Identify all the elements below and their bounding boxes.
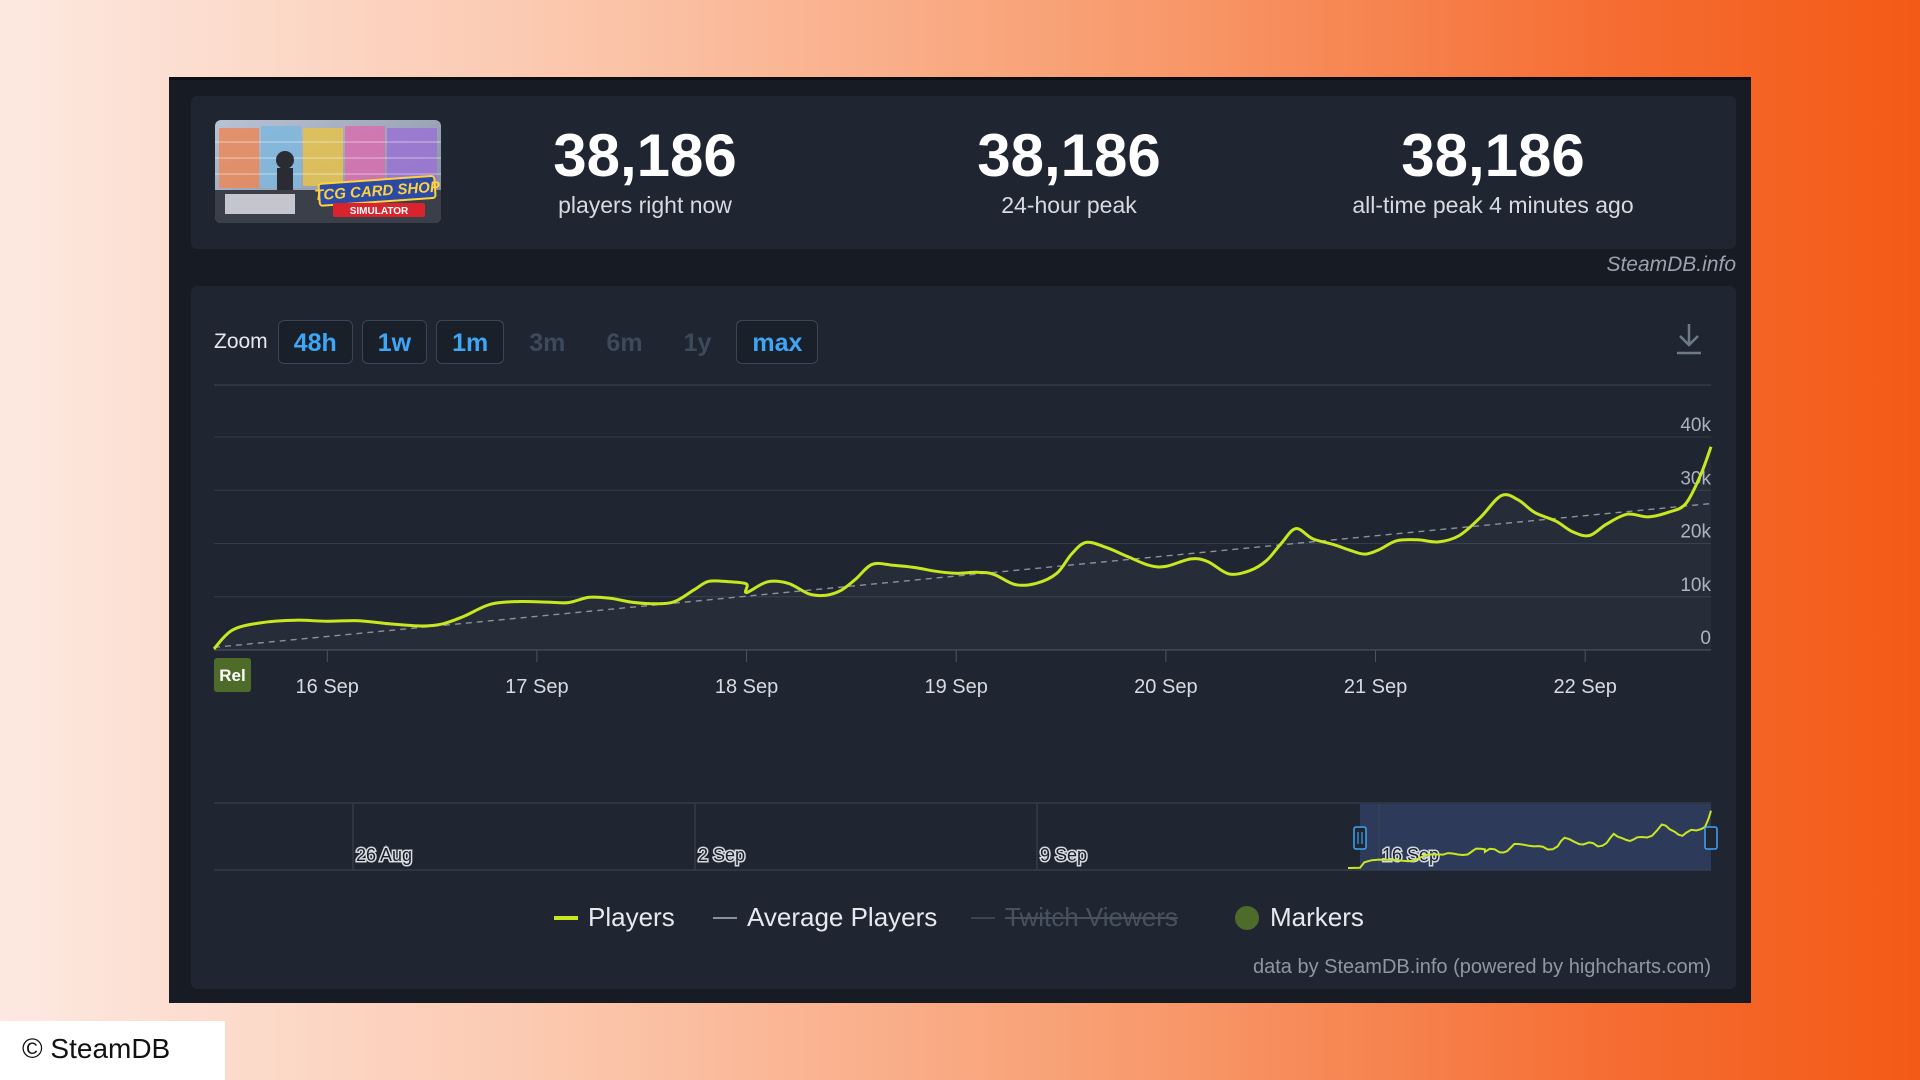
- stat-24h-peak: 38,186 24-hour peak: [889, 124, 1249, 219]
- legend-players[interactable]: Players: [554, 902, 675, 933]
- legend-markers-label: Markers: [1270, 902, 1364, 932]
- player-count-chart: 0 10k 20k 30k 40k 16 Sep 17 Sep 18 Sep 19 Sep 20…: [212, 384, 1718, 871]
- current-players-value: 38,186: [553, 122, 737, 189]
- thumbnail-subtitle: SIMULATOR: [350, 206, 409, 217]
- download-icon[interactable]: [1674, 322, 1704, 356]
- release-marker-box: [214, 658, 251, 692]
- navigator[interactable]: 26 Aug 2 Sep 9 Sep 16 Sep: [214, 802, 1718, 871]
- zoom-label: Zoom: [214, 330, 268, 353]
- y-tick-label: 10k: [1680, 575, 1711, 596]
- x-tick-label: 19 Sep: [925, 676, 988, 698]
- markers-swatch: [1235, 905, 1259, 930]
- game-thumbnail[interactable]: TCG CARD SHOP SIMULATOR: [215, 120, 441, 223]
- legend-markers[interactable]: Markers: [1235, 902, 1364, 933]
- stats-card: TCG CARD SHOP SIMULATOR 38,186 players r…: [191, 96, 1736, 249]
- x-tick-label: 16 Sep: [296, 676, 359, 698]
- peak-24h-label: 24-hour peak: [1001, 192, 1137, 218]
- zoom-1w-button[interactable]: 1w: [361, 320, 428, 364]
- x-tick-label: 18 Sep: [715, 676, 778, 698]
- zoom-1m-button[interactable]: 1m: [436, 320, 505, 364]
- zoom-controls: Zoom 48h 1w 1m 3m 6m 1y max: [214, 318, 827, 366]
- all-time-peak-value: 38,186: [1401, 122, 1585, 189]
- legend-players-label: Players: [588, 902, 675, 932]
- zoom-3m-button: 3m: [529, 329, 566, 357]
- players-line: [212, 446, 1713, 650]
- average-swatch: [713, 916, 737, 919]
- legend-twitch-label: Twitch Viewers: [1005, 902, 1178, 932]
- players-area: [214, 447, 1711, 650]
- x-tick-label: 20 Sep: [1134, 676, 1197, 698]
- average-players-line: [213, 502, 1712, 649]
- y-tick-label: 40k: [1680, 415, 1711, 436]
- steamdb-brand-tag[interactable]: SteamDB.info: [1606, 253, 1736, 276]
- y-tick-label: 0: [1700, 628, 1711, 649]
- zoom-6m-button: 6m: [606, 329, 643, 357]
- navigator-left-handle[interactable]: [1353, 826, 1367, 850]
- chart-card: Zoom 48h 1w 1m 3m 6m 1y max 0 10k 20k 30k 40…: [191, 286, 1736, 989]
- navigator-players-line: [1347, 810, 1712, 869]
- zoom-max-button[interactable]: max: [736, 320, 819, 364]
- release-marker[interactable]: Rel: [214, 658, 251, 692]
- chart-credit[interactable]: data by SteamDB.info (powered by highcha…: [1253, 956, 1711, 978]
- release-marker-label: Rel: [219, 666, 245, 685]
- x-tick-label: 22 Sep: [1554, 676, 1617, 698]
- x-tick-label: 17 Sep: [505, 676, 568, 698]
- zoom-1y-button: 1y: [683, 329, 712, 357]
- peak-24h-value: 38,186: [977, 122, 1161, 189]
- copyright-label: © SteamDB: [0, 1021, 225, 1080]
- legend-average-label: Average Players: [747, 902, 938, 932]
- steamdb-widget: TCG CARD SHOP SIMULATOR 38,186 players r…: [169, 77, 1751, 1003]
- navigator-label: 9 Sep: [1040, 845, 1087, 865]
- twitch-swatch: [971, 916, 995, 919]
- stat-all-time-peak: 38,186 all-time peak 4 minutes ago: [1313, 124, 1673, 219]
- stat-current-players: 38,186 players right now: [465, 124, 825, 219]
- y-tick-label: 30k: [1680, 468, 1711, 489]
- legend-average-players[interactable]: Average Players: [713, 902, 937, 933]
- legend-twitch-viewers[interactable]: Twitch Viewers: [971, 902, 1178, 933]
- players-swatch: [554, 915, 578, 920]
- chart-legend: Players Average Players Twitch Viewers M…: [191, 902, 1736, 936]
- all-time-peak-label: all-time peak 4 minutes ago: [1352, 192, 1634, 218]
- zoom-48h-button[interactable]: 48h: [277, 320, 353, 364]
- navigator-right-handle[interactable]: [1704, 826, 1718, 850]
- navigator-label: 26 Aug: [356, 845, 412, 865]
- navigator-label: 2 Sep: [698, 845, 745, 865]
- y-tick-label: 20k: [1680, 522, 1711, 543]
- current-players-label: players right now: [558, 192, 732, 218]
- x-tick-label: 21 Sep: [1344, 676, 1407, 698]
